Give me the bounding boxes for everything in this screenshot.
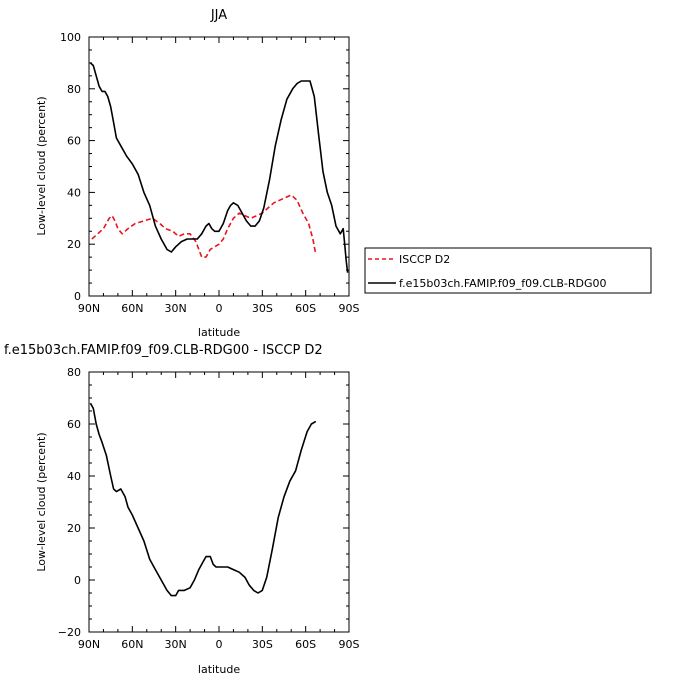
- bottom-y-tick-label: 80: [67, 366, 81, 379]
- bottom-x-tick-label: 90S: [339, 638, 360, 651]
- bottom-y-tick-label: 40: [67, 470, 81, 483]
- top-x-tick-label: 60S: [295, 302, 316, 315]
- top-x-tick-label: 30N: [165, 302, 187, 315]
- top-x-tick-label: 30S: [252, 302, 273, 315]
- top-x-tick-label: 0: [216, 302, 223, 315]
- bottom-chart-title: f.e15b03ch.FAMIP.f09_f09.CLB-RDG00 - ISC…: [4, 343, 323, 358]
- bottom-x-tick-label: 0: [216, 638, 223, 651]
- top-chart-title: JJA: [210, 8, 227, 23]
- top-chart-ylabel: Low-level cloud (percent): [35, 96, 48, 235]
- bottom-x-tick-label: 30N: [165, 638, 187, 651]
- top-y-tick-label: 20: [67, 238, 81, 251]
- top-y-tick-label: 0: [74, 290, 81, 303]
- top-series-line-0: [91, 194, 317, 258]
- bottom-series-line-0: [89, 402, 317, 597]
- top-y-tick-label: 80: [67, 83, 81, 96]
- bottom-chart-ylabel: Low-level cloud (percent): [35, 432, 48, 571]
- bottom-y-tick-label: −20: [58, 626, 81, 639]
- bottom-y-tick-label: 20: [67, 522, 81, 535]
- top-x-tick-label: 90S: [339, 302, 360, 315]
- bottom-chart-plot: 90N 60N 30N 0 30S 60S 90S −20 0 20 40 60 80: [58, 366, 360, 651]
- top-chart-plot: 90N 60N 30N 0 30S 60S 90S 0 20 40 60 80 100: [60, 31, 360, 315]
- bottom-y-tick-label: 60: [67, 418, 81, 431]
- bottom-y-tick-label: 0: [74, 574, 81, 587]
- bottom-x-tick-label: 30S: [252, 638, 273, 651]
- top-chart-xlabel: latitude: [198, 326, 240, 339]
- legend-label-model: f.e15b03ch.FAMIP.f09_f09.CLB-RDG00: [399, 277, 607, 290]
- bottom-x-tick-label: 60S: [295, 638, 316, 651]
- bottom-plot-frame: [88, 371, 350, 633]
- legend-box: [364, 247, 652, 294]
- legend-label-isccp: ISCCP D2: [399, 253, 450, 266]
- bottom-x-tick-label: 60N: [121, 638, 143, 651]
- bottom-chart-xlabel: latitude: [198, 663, 240, 676]
- top-x-tick-label: 90N: [78, 302, 100, 315]
- top-y-tick-label: 100: [60, 31, 81, 44]
- top-series-line-1: [89, 62, 349, 273]
- legend: ISCCP D2 f.e15b03ch.FAMIP.f09_f09.CLB-RD…: [364, 247, 652, 294]
- top-x-tick-label: 60N: [121, 302, 143, 315]
- top-plot-frame: [88, 36, 350, 297]
- top-y-tick-label: 60: [67, 135, 81, 148]
- top-y-tick-label: 40: [67, 186, 81, 199]
- bottom-x-tick-label: 90N: [78, 638, 100, 651]
